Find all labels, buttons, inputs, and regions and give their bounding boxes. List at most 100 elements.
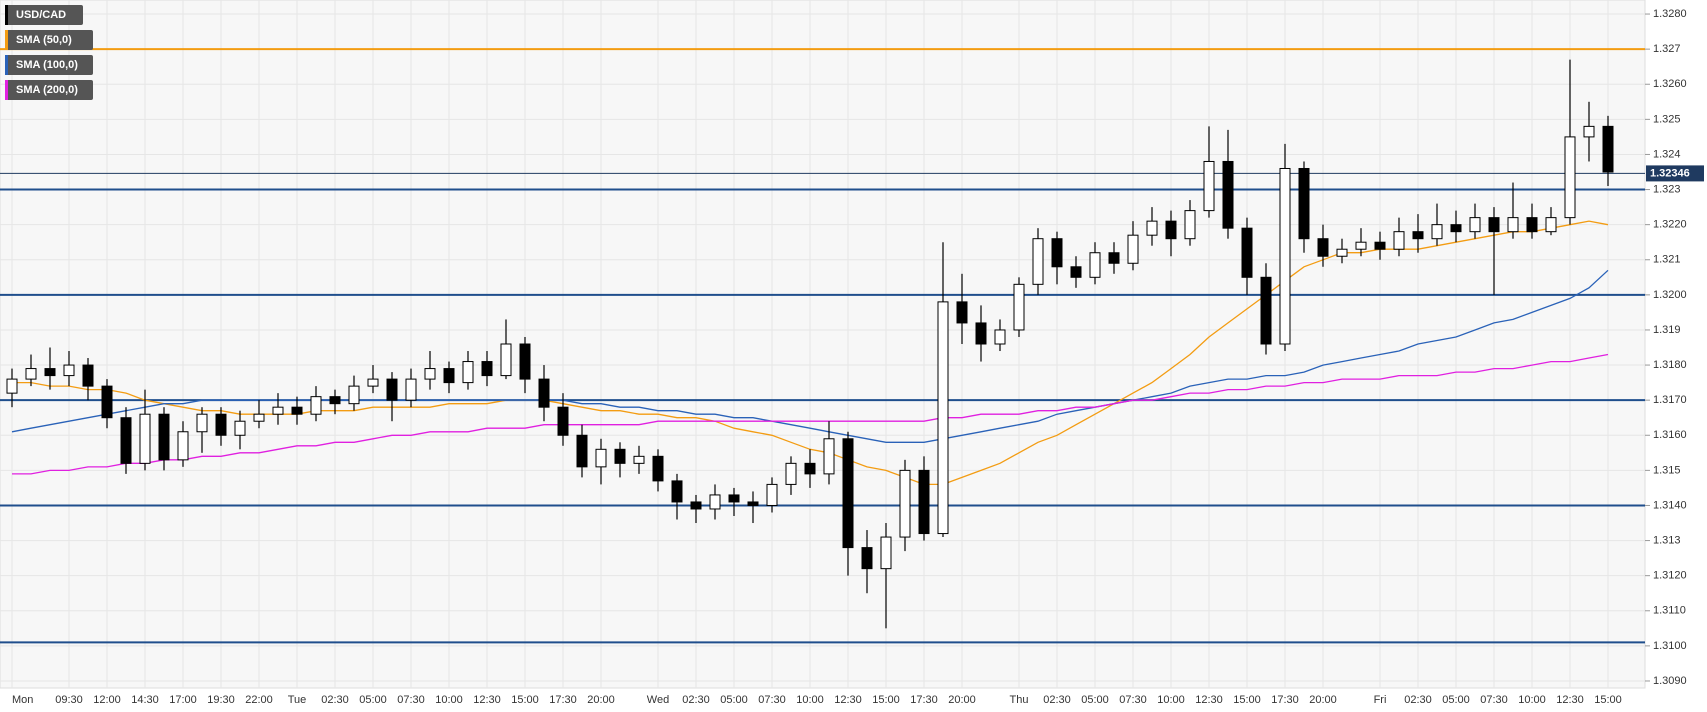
y-tick-label: 1.3140 xyxy=(1653,499,1687,511)
x-tick-label: 17:30 xyxy=(910,694,938,706)
legend-swatch xyxy=(5,80,8,100)
candle-body xyxy=(1317,238,1329,257)
candle-body xyxy=(918,469,930,535)
candle-body xyxy=(671,480,683,503)
candle-body xyxy=(1583,125,1595,138)
legend-label: SMA (50,0) xyxy=(16,34,72,46)
candle-body xyxy=(1070,266,1082,278)
candle-body xyxy=(367,378,379,387)
candle-body xyxy=(614,448,626,464)
candle-body xyxy=(595,448,607,468)
candle-body xyxy=(1469,217,1481,233)
candle-body xyxy=(253,413,265,422)
sma-line xyxy=(12,353,1609,475)
y-tick-label: 1.3120 xyxy=(1653,570,1687,582)
x-tick-label: 15:00 xyxy=(511,694,539,706)
candle-body xyxy=(823,438,835,475)
candle-body xyxy=(1013,283,1025,331)
candle-body xyxy=(1526,217,1538,233)
candle-body xyxy=(1260,276,1272,345)
candle-body xyxy=(576,434,588,468)
candle-body xyxy=(481,361,493,377)
candle-body xyxy=(1127,234,1139,264)
y-tick-label: 1.3260 xyxy=(1653,78,1687,90)
candle-body xyxy=(1146,220,1158,236)
candle-body xyxy=(785,462,797,485)
candle-body xyxy=(709,494,721,510)
candle-body xyxy=(1184,210,1196,240)
candle-body xyxy=(63,364,75,377)
y-tick-label: 1.3180 xyxy=(1653,359,1687,371)
candle-body xyxy=(994,329,1006,345)
x-tick-label: 10:00 xyxy=(1518,694,1546,706)
candle-body xyxy=(1564,136,1576,219)
x-tick-label: 20:00 xyxy=(587,694,615,706)
y-tick-label: 1.3110 xyxy=(1653,605,1686,617)
y-tick-label: 1.3100 xyxy=(1653,640,1687,652)
candle-body xyxy=(1507,217,1519,233)
candle-body xyxy=(1355,241,1367,250)
candle-body xyxy=(975,322,987,345)
candle-body xyxy=(1298,167,1310,240)
candle-body xyxy=(139,413,151,464)
candle-body xyxy=(272,406,284,415)
x-tick-label: 15:00 xyxy=(872,694,900,706)
x-tick-label: 02:30 xyxy=(1043,694,1071,706)
x-tick-label: 07:30 xyxy=(1119,694,1147,706)
candle-body xyxy=(538,378,550,408)
x-tick-label: 02:30 xyxy=(682,694,710,706)
x-tick-label: 14:30 xyxy=(131,694,159,706)
x-tick-label: 15:00 xyxy=(1233,694,1261,706)
legend-swatch xyxy=(5,5,8,25)
y-tick-label: 1.3090 xyxy=(1653,675,1687,687)
candle-body xyxy=(120,417,132,464)
legend-label: SMA (100,0) xyxy=(16,59,78,71)
x-tick-label: 15:00 xyxy=(1594,694,1622,706)
x-tick-label: 12:30 xyxy=(834,694,862,706)
y-tick-label: 1.323 xyxy=(1653,183,1681,195)
legend-box xyxy=(5,5,83,25)
candle-body xyxy=(329,396,341,405)
candle-body xyxy=(1336,248,1348,257)
x-tick-label: Tue xyxy=(288,694,307,706)
x-tick-label: 20:00 xyxy=(948,694,976,706)
candle-body xyxy=(1165,220,1177,240)
y-tick-label: 1.325 xyxy=(1653,113,1681,125)
y-tick-label: 1.327 xyxy=(1653,43,1681,55)
x-tick-label: 12:30 xyxy=(473,694,501,706)
y-tick-label: 1.3280 xyxy=(1653,8,1687,20)
candle-body xyxy=(519,343,531,380)
y-tick-label: 1.321 xyxy=(1653,254,1681,266)
x-tick-label: 07:30 xyxy=(758,694,786,706)
x-tick-label: 19:30 xyxy=(207,694,235,706)
x-tick-label: 10:00 xyxy=(1157,694,1185,706)
candle-body xyxy=(1412,231,1424,240)
candle-body xyxy=(557,406,569,436)
y-tick-label: 1.313 xyxy=(1653,534,1681,546)
x-tick-label: 10:00 xyxy=(796,694,824,706)
x-tick-label: 02:30 xyxy=(1404,694,1432,706)
x-tick-label: 02:30 xyxy=(321,694,349,706)
candle-body xyxy=(1222,160,1234,229)
y-tick-label: 1.3170 xyxy=(1653,394,1687,406)
candle-body xyxy=(25,368,37,380)
candle-body xyxy=(82,364,94,387)
legend-box xyxy=(5,80,93,100)
candle-body xyxy=(861,547,873,570)
legend-box xyxy=(5,30,93,50)
candle-body xyxy=(633,455,645,464)
x-tick-label: Thu xyxy=(1010,694,1029,706)
candle-body xyxy=(880,536,892,570)
candle-body xyxy=(177,431,189,461)
y-tick-label: 1.3200 xyxy=(1653,289,1687,301)
x-tick-label: 17:00 xyxy=(169,694,197,706)
plot-area xyxy=(0,0,1646,689)
candle-body xyxy=(386,378,398,401)
candle-body xyxy=(1089,252,1101,278)
last-price-box xyxy=(1646,165,1704,182)
x-tick-label: 05:00 xyxy=(359,694,387,706)
candle-body xyxy=(1393,231,1405,250)
candle-body xyxy=(1203,160,1215,212)
candle-body xyxy=(937,301,949,535)
